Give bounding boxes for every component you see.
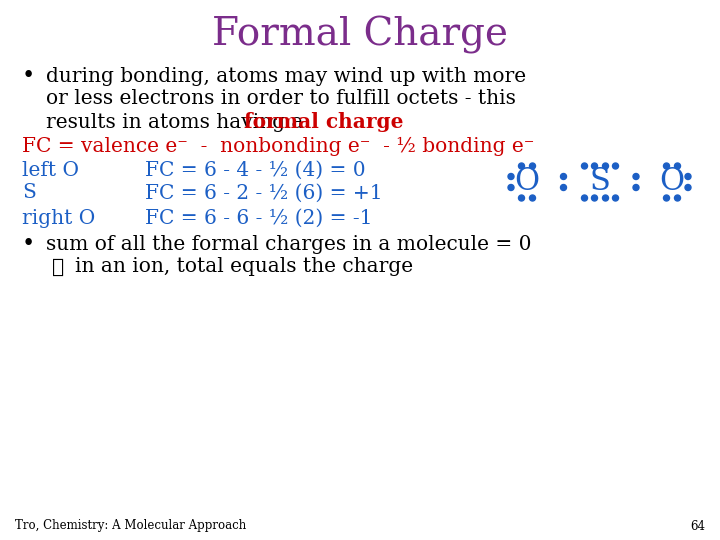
Circle shape [685,173,691,179]
Circle shape [664,163,670,169]
Circle shape [664,195,670,201]
Text: ✓: ✓ [52,258,64,276]
Text: during bonding, atoms may wind up with more: during bonding, atoms may wind up with m… [46,66,526,85]
Text: S: S [22,184,36,202]
Circle shape [508,173,514,179]
Circle shape [592,195,598,201]
Text: formal charge: formal charge [244,112,404,132]
Circle shape [633,185,639,191]
Text: right O: right O [22,208,95,227]
Circle shape [560,173,567,179]
Circle shape [529,195,536,201]
Circle shape [685,185,691,191]
Circle shape [508,185,514,191]
Circle shape [603,195,608,201]
Circle shape [518,163,524,169]
Text: in an ion, total equals the charge: in an ion, total equals the charge [75,258,413,276]
Circle shape [560,185,567,191]
Text: S: S [590,166,611,198]
Text: Tro, Chemistry: A Molecular Approach: Tro, Chemistry: A Molecular Approach [15,519,246,532]
Text: FC = 6 - 4 - ½ (4) = 0: FC = 6 - 4 - ½ (4) = 0 [145,160,366,179]
Circle shape [529,163,536,169]
Text: left O: left O [22,160,79,179]
Text: FC = 6 - 2 - ½ (6) = +1: FC = 6 - 2 - ½ (6) = +1 [145,184,382,202]
Text: O: O [660,166,685,198]
Circle shape [633,173,639,179]
Text: results in atoms having a: results in atoms having a [46,112,310,132]
Circle shape [582,163,588,169]
Circle shape [613,163,618,169]
Circle shape [518,195,524,201]
Text: sum of all the formal charges in a molecule = 0: sum of all the formal charges in a molec… [46,234,531,253]
Text: 64: 64 [690,519,705,532]
Circle shape [613,195,618,201]
Circle shape [675,163,680,169]
Circle shape [592,163,598,169]
Text: •: • [22,233,35,255]
Text: FC = 6 - 6 - ½ (2) = -1: FC = 6 - 6 - ½ (2) = -1 [145,208,372,227]
Text: or less electrons in order to fulfill octets - this: or less electrons in order to fulfill oc… [46,90,516,109]
Text: O: O [514,166,539,198]
Text: FC = valence e⁻  -  nonbonding e⁻  - ½ bonding e⁻: FC = valence e⁻ - nonbonding e⁻ - ½ bond… [22,137,534,156]
Circle shape [675,195,680,201]
Circle shape [603,163,608,169]
Text: •: • [22,65,35,87]
Circle shape [582,195,588,201]
Text: Formal Charge: Formal Charge [212,16,508,54]
